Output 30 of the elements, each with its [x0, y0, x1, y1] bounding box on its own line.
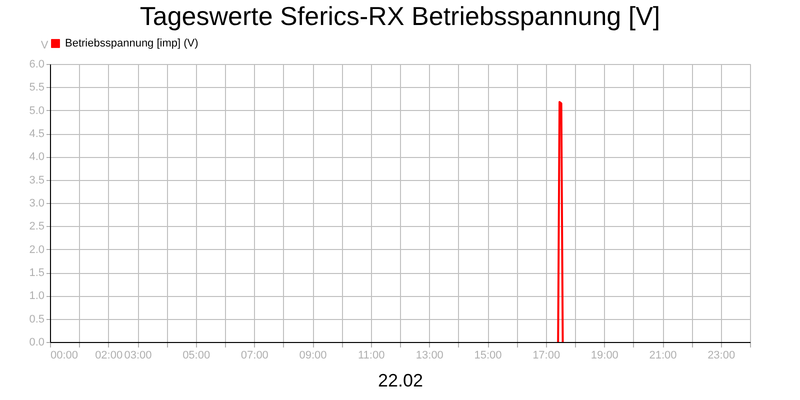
- x-tick-label: 17:00: [532, 350, 560, 362]
- x-tick-label: 11:00: [358, 350, 385, 362]
- x-tick-label: 21:00: [649, 350, 677, 362]
- x-tick-label: 15:00: [474, 350, 502, 362]
- y-tick-label: 3.0: [29, 198, 44, 210]
- x-tick-label: 23:00: [708, 350, 736, 362]
- x-tick-label: 00:00: [50, 350, 78, 362]
- legend-label: Betriebsspannung [imp] (V): [65, 38, 198, 50]
- y-tick-label: 6.0: [29, 58, 44, 70]
- y-tick-label: 2.5: [29, 220, 44, 233]
- y-tick-label: 5.0: [29, 104, 44, 117]
- y-tick-label: 1.5: [29, 267, 44, 279]
- x-tick-label: 02:00: [95, 350, 123, 362]
- y-tick-label: 0.5: [29, 313, 44, 326]
- x-tick-label: 19:00: [590, 350, 618, 362]
- x-tick-label: 03:00: [124, 350, 152, 362]
- x-axis-title: 22.02: [378, 370, 424, 390]
- y-tick-label: 2.0: [29, 244, 44, 256]
- y-tick-label: 1.0: [29, 290, 44, 302]
- x-tick-label: 05:00: [182, 350, 210, 362]
- y-tick-label: 4.5: [29, 128, 44, 140]
- y-tick-label: 3.5: [29, 174, 44, 186]
- y-axis-title: V: [40, 40, 49, 52]
- y-tick-label: 0.0: [29, 336, 44, 348]
- x-tick-label: 07:00: [240, 350, 268, 362]
- chart-title: Tageswerte Sferics-RX Betriebsspannung [V]: [140, 1, 660, 31]
- x-tick-label: 09:00: [299, 350, 327, 362]
- y-tick-label: 5.5: [29, 82, 44, 94]
- x-tick-label: 13:00: [416, 350, 444, 362]
- y-tick-label: 4.0: [29, 151, 44, 164]
